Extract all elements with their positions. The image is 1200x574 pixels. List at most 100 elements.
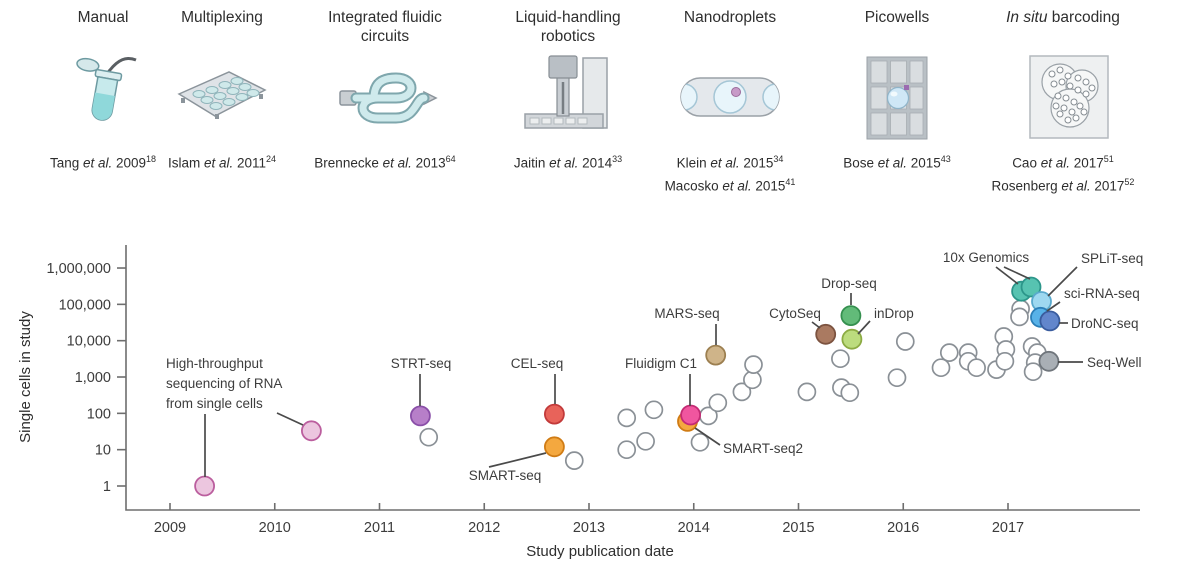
- fluidigm-c1-point: [680, 404, 701, 426]
- category-citations: Bose et al. 201543: [822, 150, 972, 173]
- annotation-label: 10x Genomics: [943, 250, 1030, 265]
- robot-dispenser-icon: [473, 52, 663, 144]
- microwell-plate-icon: [147, 52, 297, 144]
- annotation-label: Drop-seq: [821, 276, 877, 291]
- x-tick-label: 2015: [782, 520, 814, 536]
- annotation-label: Fluidigm C1: [625, 356, 697, 371]
- y-axis-title: Single cells in study: [17, 311, 34, 443]
- annotation-label: CytoSeq: [769, 306, 821, 321]
- citation: Rosenberg et al. 201752: [991, 176, 1135, 194]
- data-point: [732, 382, 752, 402]
- citation: Cao et al. 201751: [1012, 154, 1114, 171]
- tube-icon: [38, 52, 168, 144]
- data-point: [895, 332, 915, 351]
- annotation-label: MARS-seq: [654, 306, 719, 321]
- category-citations: Tang et al. 200918: [38, 150, 168, 173]
- x-tick-label: 2010: [259, 520, 291, 536]
- annotation-label: SMART-seq: [469, 468, 542, 483]
- x-tick-label: 2011: [364, 520, 395, 536]
- dronc-seq-point: [1039, 310, 1061, 332]
- seq-well-point: [1038, 350, 1060, 372]
- annotation-leader-line: [1003, 266, 1031, 280]
- x-tick-label: 2009: [154, 520, 186, 536]
- annotation-leader-line: [995, 266, 1019, 285]
- data-point: [708, 393, 728, 413]
- cel-seq-point: [544, 403, 565, 425]
- data-point: [831, 349, 850, 369]
- technology-category: Integrated fluidic circuits Brennecke et …: [295, 8, 475, 173]
- data-point: [644, 400, 664, 420]
- annotation-label: from single cells: [166, 396, 263, 411]
- citation: Islam et al. 201124: [167, 154, 277, 171]
- annotation-label: Seq-Well: [1087, 355, 1142, 370]
- annotation-leader-line: [488, 452, 547, 468]
- high-throughput-sequencing-of-rna-from-single-cells-point: [194, 475, 216, 497]
- data-point: [931, 358, 951, 378]
- fluidic-circuit-icon: [295, 52, 475, 144]
- cytoseq-point: [815, 323, 837, 345]
- y-tick-label: 100: [87, 406, 111, 422]
- x-tick-label: 2016: [887, 520, 919, 536]
- data-point: [887, 368, 907, 388]
- data-point: [564, 451, 584, 470]
- category-title: Liquid-handling robotics: [473, 8, 663, 52]
- data-point: [1023, 362, 1043, 382]
- category-title-text: robotics: [540, 28, 596, 45]
- x-tick-label: 2013: [573, 520, 605, 536]
- data-point: [797, 382, 817, 402]
- y-tick-label: 1: [103, 479, 111, 495]
- axis-line: [125, 245, 1140, 511]
- category-citations: Islam et al. 201124: [147, 150, 297, 173]
- category-title: Nanodroplets: [635, 8, 825, 52]
- category-citations: Jaitin et al. 201433: [473, 150, 663, 173]
- category-title-text: Liquid-handling: [515, 9, 621, 26]
- annotation-leader-line: [694, 427, 721, 446]
- data-point: [690, 432, 710, 452]
- citation: Bose et al. 201543: [843, 154, 951, 171]
- smart-seq-point: [544, 436, 565, 458]
- technology-category: Liquid-handling robotics Jaitin et al. 20…: [473, 8, 663, 173]
- 10x-genomics-point: [1020, 276, 1042, 298]
- category-title: Multiplexing: [147, 8, 297, 52]
- annotation-leader-line: [276, 412, 304, 426]
- scatter-chart: 1 10 100 1,000 10,000 100,000 1,000,000 2009 201…: [46, 245, 1143, 536]
- y-tick-label: 1,000,000: [46, 261, 111, 277]
- data-point: [939, 343, 959, 362]
- citation: Tang et al. 200918: [49, 154, 157, 171]
- x-axis-title: Study publication date: [526, 543, 674, 560]
- category-title-text: In situ: [1006, 9, 1048, 26]
- data-point: [1010, 307, 1029, 327]
- data-point: [636, 431, 655, 451]
- y-tick-label: 1,000: [75, 370, 111, 386]
- x-tick-label: 2012: [468, 520, 500, 536]
- annotation-label: sci-RNA-seq: [1064, 286, 1140, 301]
- y-tick-label: 100,000: [59, 297, 111, 313]
- technology-category: Multiplexing Islam et al. 201124: [147, 8, 297, 173]
- category-title-text: circuits: [360, 28, 410, 45]
- data-point: [967, 358, 986, 378]
- category-citations: Brennecke et al. 201364: [295, 150, 475, 173]
- annotations: High-throughput sequencing of RNA from sin…: [166, 250, 1143, 483]
- annotation-label: DroNC-seq: [1071, 316, 1139, 331]
- category-title: Manual: [38, 8, 168, 52]
- annotation-leader-line: [857, 320, 871, 335]
- data-points: [194, 276, 1061, 497]
- annotation-label: SPLiT-seq: [1081, 251, 1143, 266]
- citation: Jaitin et al. 201433: [513, 154, 623, 171]
- citation: Macosko et al. 201541: [664, 176, 796, 194]
- annotation-label: inDrop: [874, 306, 914, 321]
- category-title-text: Integrated fluidic: [328, 9, 442, 26]
- high-throughput-sequencing-of-rna-from-single-cells-point: [300, 420, 322, 442]
- data-point: [840, 383, 860, 403]
- annotation-leader-line: [1046, 301, 1061, 312]
- indrop-point: [841, 328, 863, 350]
- citation: Brennecke et al. 201364: [314, 154, 456, 171]
- category-title-text: Picowells: [864, 9, 930, 26]
- category-title-text: Nanodroplets: [683, 9, 777, 26]
- annotation-label: STRT-seq: [391, 356, 452, 371]
- annotation-label: CEL-seq: [511, 356, 564, 371]
- category-title-text: barcoding: [1047, 9, 1120, 26]
- droplet-channel-icon: [635, 52, 825, 144]
- annotation-label: sequencing of RNA: [166, 376, 282, 391]
- category-title-text: Manual: [77, 9, 129, 26]
